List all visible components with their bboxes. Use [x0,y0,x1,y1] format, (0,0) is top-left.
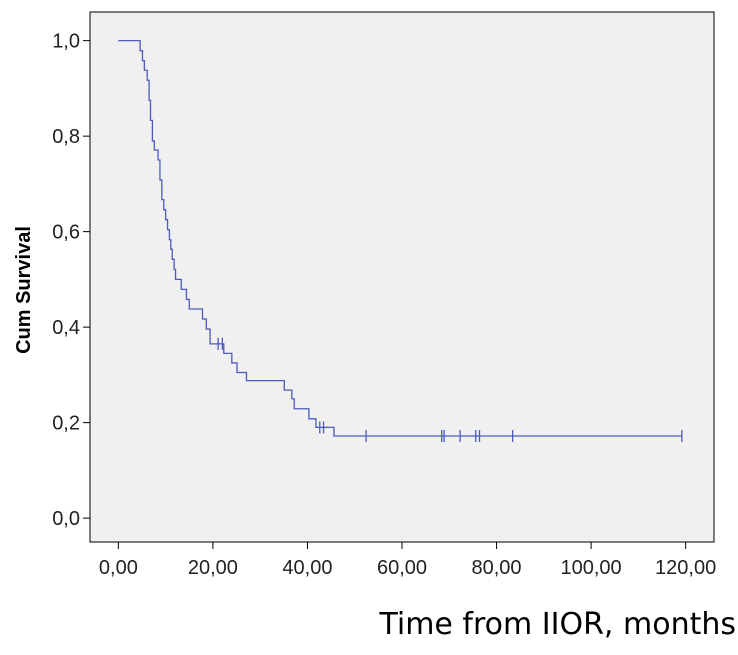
y-tick-label: 0,8 [52,126,80,148]
x-axis: 0,00 20,00 40,00 60,00 80,00 100,00 120,00 [99,542,716,579]
plot-background [89,11,715,543]
y-tick-label: 1,0 [52,31,80,53]
censor-marks [217,337,683,442]
y-tick-label: 0,0 [52,508,80,530]
y-axis: 0,0 0,2 0,4 0,6 0,8 1,0 [52,31,90,530]
y-tick-label: 0,6 [52,222,80,244]
x-tick-label: 0,00 [99,557,138,579]
x-tick-label: 60,00 [377,557,427,579]
x-tick-label: 20,00 [188,557,238,579]
y-tick-label: 0,4 [52,317,80,339]
survival-curve [118,40,682,437]
x-tick-label: 120,00 [655,557,716,579]
y-axis-label: Cum Survival [13,226,35,354]
x-tick-label: 100,00 [561,557,622,579]
x-tick-label: 80,00 [472,557,522,579]
y-tick-label: 0,2 [52,413,80,435]
x-axis-label: Time from IIOR, months [378,607,736,642]
x-tick-label: 40,00 [282,557,332,579]
